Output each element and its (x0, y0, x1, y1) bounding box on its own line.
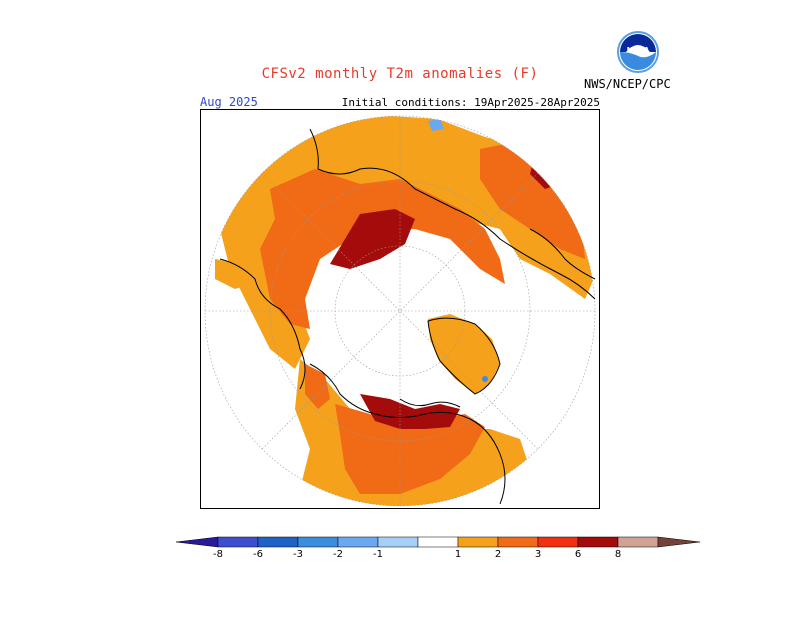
initial-conditions: Initial conditions: 19Apr2025-28Apr2025 (341, 96, 600, 109)
polar-map (200, 109, 600, 509)
anomaly-region-negative-spot (428, 119, 444, 131)
colorbar-bin (537, 536, 579, 548)
anomaly-region-central-siberia-darkred (330, 209, 415, 269)
colorbar-tick-label: -2 (333, 549, 343, 560)
colorbar-tick-label: 2 (495, 549, 501, 560)
colorbar-bin (617, 536, 659, 548)
colorbar-bin (377, 536, 419, 548)
colorbar-bin (257, 536, 299, 548)
anomaly-region-negative-dot (482, 376, 488, 382)
anomaly-region-alaska-red (305, 364, 330, 409)
svg-text:NOAA: NOAA (627, 46, 650, 54)
colorbar-tick-label: 1 (455, 549, 461, 560)
colorbar-bin-low-end (175, 536, 219, 548)
anomaly-region-arctic-canada-darkred (360, 394, 460, 429)
colorbar-tick-label: -3 (293, 549, 303, 560)
colorbar-tick-label: 3 (535, 549, 541, 560)
colorbar-bin (497, 536, 539, 548)
anomaly-region-scand (215, 259, 250, 289)
colorbar-bin (217, 536, 259, 548)
chart-title: CFSv2 monthly T2m anomalies (F) (261, 66, 539, 82)
colorbar-tick-label: -8 (213, 549, 223, 560)
colorbar-tick-label: -6 (253, 549, 263, 560)
colorbar-bin (417, 536, 459, 548)
colorbar-tick-label: 8 (615, 549, 621, 560)
colorbar-bin (577, 536, 619, 548)
anomaly-region-greenland-orange (428, 314, 500, 394)
colorbar-tick-label: -1 (373, 549, 383, 560)
anomaly-region-siberia-red (260, 169, 505, 329)
graticule (204, 115, 596, 507)
colorbar-bin-high-end (657, 536, 701, 548)
coastlines (219, 128, 596, 505)
noaa-logo: NOAA (617, 31, 659, 73)
colorbar-tick-label: 6 (575, 549, 581, 560)
colorbar-bin (457, 536, 499, 548)
colorbar-bin (337, 536, 379, 548)
forecast-month: Aug 2025 (200, 95, 258, 109)
agency-label: NWS/NCEP/CPC (584, 77, 671, 91)
colorbar-bin (297, 536, 339, 548)
